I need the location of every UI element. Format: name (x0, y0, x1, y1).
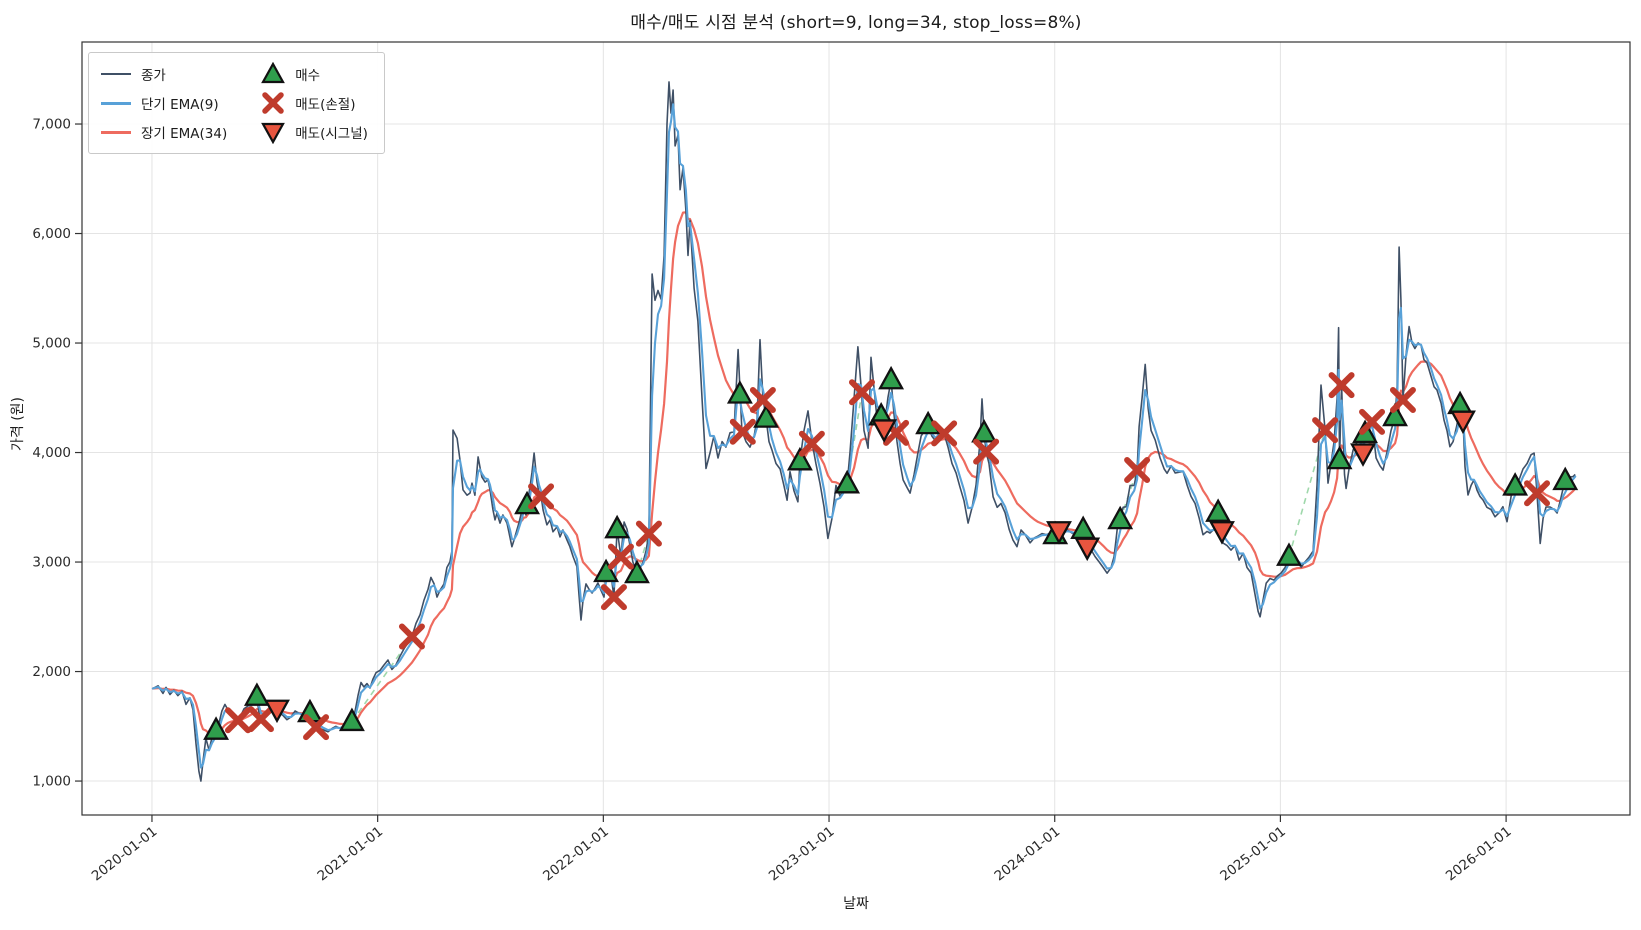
x-tick-label: 2024-01-01 (991, 824, 1063, 885)
chart-title: 매수/매도 시점 분석 (short=9, long=34, stop_loss… (630, 13, 1082, 33)
legend-item-stop: 매도(손절) (261, 91, 368, 115)
legend: 종가 매수 단기 EMA(9) 매도(손절) 장기 EMA(34) 매도(시그널… (88, 52, 385, 154)
y-tick-label: 5,000 (32, 336, 71, 352)
trade-connector-lines (351, 392, 1326, 723)
x-tick-label: 2022-01-01 (540, 824, 612, 885)
x-tick-label: 2023-01-01 (766, 824, 838, 885)
axes: 1,000 2,000 3,000 4,000 5,000 6,000 7,000 2020-… (32, 41, 1631, 885)
ema-long-line (151, 211, 1577, 736)
y-tick-label: 6,000 (32, 226, 71, 242)
buy-triangle-icon (261, 61, 286, 86)
y-tick-label: 1,000 (32, 774, 71, 790)
x-tick-label: 2020-01-01 (89, 824, 161, 885)
close-line-swatch (101, 73, 131, 75)
legend-item-ema-long: 장기 EMA(34) (101, 120, 227, 144)
legend-item-ema-short: 단기 EMA(9) (101, 91, 227, 115)
legend-item-buy: 매수 (261, 61, 368, 86)
ema-short-line-swatch (101, 101, 131, 105)
y-tick-label: 3,000 (32, 555, 71, 571)
legend-label-close: 종가 (141, 68, 166, 84)
legend-label-buy: 매수 (295, 68, 321, 84)
ema-long-line-swatch (101, 130, 131, 134)
legend-label-ema-long: 장기 EMA(34) (141, 126, 228, 142)
stop-loss-x-icon (261, 91, 285, 115)
x-tick-label: 2021-01-01 (314, 824, 386, 885)
x-tick-label: 2025-01-01 (1217, 824, 1289, 885)
signal-sell-markers (264, 410, 1476, 724)
y-tick-label: 7,000 (32, 117, 71, 133)
legend-label-stop: 매도(손절) (295, 97, 356, 113)
legend-label-ema-short: 단기 EMA(9) (141, 97, 219, 113)
legend-label-signal: 매도(시그널) (295, 126, 368, 142)
y-tick-label: 4,000 (32, 445, 71, 461)
y-axis-title: 가격 (원) (10, 397, 26, 452)
stop-loss-markers (224, 372, 1551, 741)
buy-markers (203, 365, 1579, 740)
y-tick-label: 2,000 (32, 664, 71, 680)
legend-item-close: 종가 (101, 62, 227, 86)
ema-short-line (151, 103, 1577, 769)
signal-sell-triangle-icon (261, 120, 286, 145)
legend-item-signal: 매도(시그널) (261, 120, 368, 145)
x-tick-label: 2026-01-01 (1443, 824, 1515, 885)
ema-short (151, 103, 1577, 769)
grid-lines (82, 42, 1630, 815)
x-axis-title: 날짜 (843, 896, 869, 912)
ema-long (151, 211, 1577, 736)
